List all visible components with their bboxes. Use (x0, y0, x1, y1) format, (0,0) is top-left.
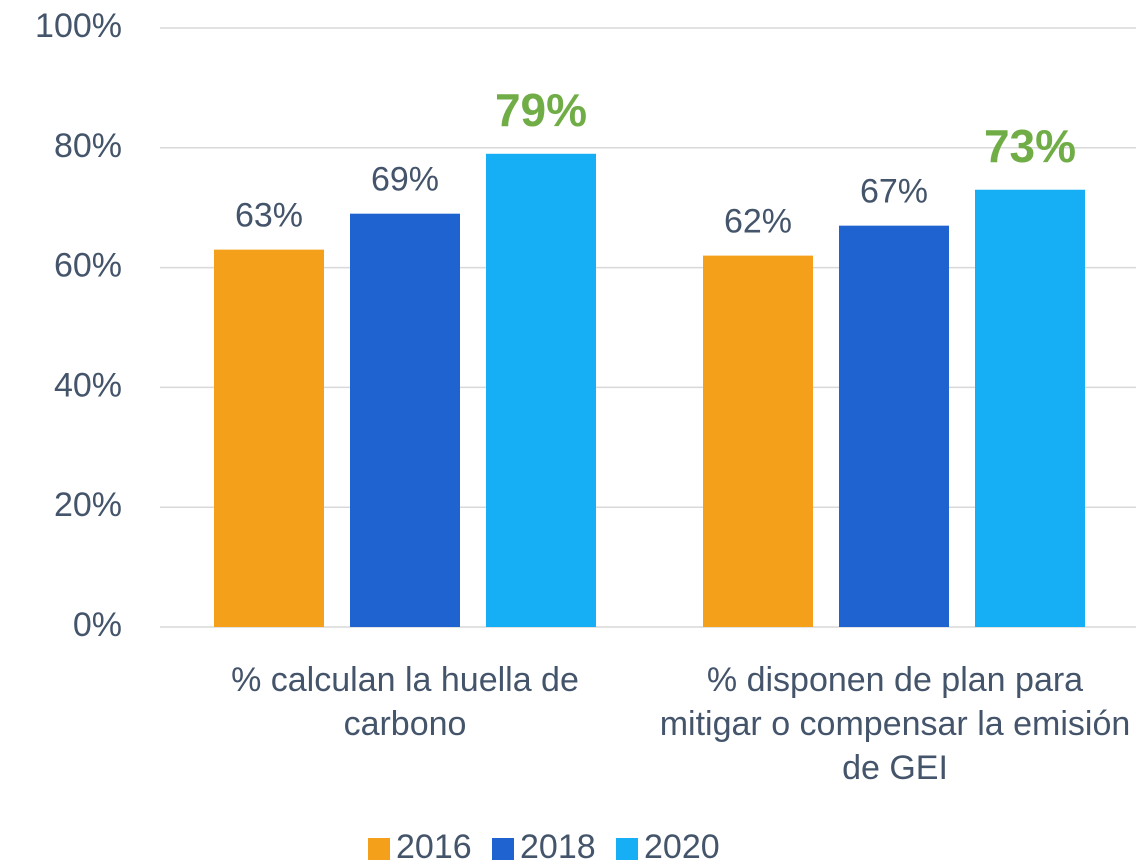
legend-label: 2016 (396, 828, 472, 865)
value-label: 79% (495, 84, 587, 136)
y-tick-label: 40% (54, 366, 122, 404)
y-tick-label: 100% (35, 7, 122, 45)
x-tick-label: % calculan la huella de carbono (231, 661, 579, 743)
value-label: 73% (984, 120, 1076, 172)
y-tick-label: 60% (54, 247, 122, 285)
bar (214, 249, 324, 627)
bar (839, 225, 949, 628)
value-label: 67% (860, 173, 928, 211)
bar (486, 153, 596, 628)
legend-swatch (492, 838, 514, 860)
y-tick-label: 20% (54, 486, 122, 524)
x-tick-label: % disponen de plan para mitigar o compen… (659, 661, 1131, 787)
y-tick-label: 0% (73, 606, 122, 644)
value-label: 69% (371, 161, 439, 199)
value-label: 63% (235, 197, 303, 235)
bar (975, 189, 1085, 628)
legend-label: 2020 (644, 828, 720, 865)
legend-swatch (616, 838, 638, 860)
bar (703, 255, 813, 627)
legend-swatch (368, 838, 390, 860)
y-tick-label: 80% (54, 127, 122, 165)
value-label: 62% (724, 203, 792, 241)
legend-label: 2018 (520, 828, 596, 865)
bar (350, 213, 460, 627)
